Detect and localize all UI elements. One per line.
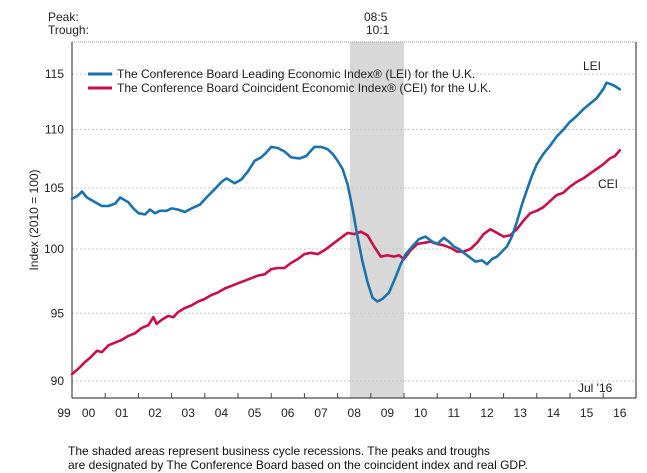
x-ticks: 99 00 01 02 03 04 05 06 07 08 09 10 11 12 13 14 15 16	[57, 393, 627, 420]
recession-trough-date: 10:1	[366, 23, 390, 37]
y-tick-label: 95	[51, 306, 65, 320]
date-annotation: Jul '16	[578, 381, 613, 395]
x-tick-label: 14	[547, 406, 561, 420]
x-tick-label: 05	[248, 406, 262, 420]
series-line-lei	[70, 81, 622, 303]
x-tick-label: 08	[348, 406, 362, 420]
x-tick-label: 03	[182, 406, 196, 420]
y-axis-label: Index (2010 = 100)	[27, 169, 41, 270]
legend-label-lei: The Conference Board Leading Economic In…	[117, 67, 475, 81]
recession-band	[349, 42, 404, 398]
legend-label-cei: The Conference Board Coincident Economic…	[117, 81, 491, 95]
grid-layer	[72, 73, 636, 382]
x-tick-label: 07	[314, 406, 328, 420]
legend: The Conference Board Leading Economic In…	[88, 67, 491, 95]
series-label-lei: LEI	[583, 59, 601, 73]
trough-label: Trough:	[48, 23, 89, 37]
x-tick-label: 04	[215, 406, 229, 420]
y-tick-label: 90	[51, 374, 65, 388]
x-tick-label: 16	[613, 406, 627, 420]
x-tick-label: 12	[480, 406, 494, 420]
peak-label: Peak:	[48, 10, 79, 24]
x-tick-label: 00	[82, 406, 96, 420]
series-layer	[70, 81, 622, 376]
x-tick-label: 09	[381, 406, 395, 420]
x-tick-label: 01	[115, 406, 129, 420]
footnote-line-2: are designated by The Conference Board b…	[68, 458, 528, 472]
series-label-cei: CEI	[598, 177, 618, 191]
recession-layer	[349, 42, 404, 398]
series-line-cei	[70, 149, 622, 376]
x-tick-label: 10	[414, 406, 428, 420]
y-tick-label: 100	[44, 242, 64, 256]
x-tick-label: 11	[448, 406, 461, 420]
footnote-line-1: The shaded areas represent business cycl…	[68, 444, 491, 458]
y-ticks: 90 95 100 105 110 115	[44, 67, 64, 388]
x-tick-label: 15	[580, 406, 594, 420]
y-tick-label: 115	[45, 67, 64, 81]
y-tick-label: 110	[45, 123, 64, 137]
x-tick-label: 06	[281, 406, 295, 420]
x-tick-label: 02	[148, 406, 162, 420]
y-tick-label: 105	[44, 181, 64, 195]
x-tick-label: 13	[514, 406, 528, 420]
x-tick-label: 99	[57, 406, 71, 420]
recession-peak-date: 08:5	[364, 10, 388, 24]
